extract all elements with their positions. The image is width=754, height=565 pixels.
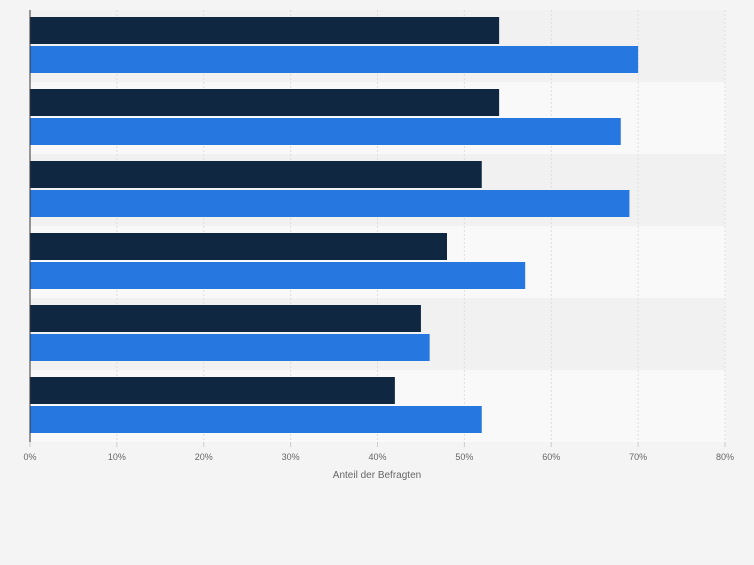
- x-tick-labels: 0% 10% 20% 30% 40% 50% 60% 70% 80%: [23, 452, 734, 462]
- bar-series-2: [30, 46, 639, 73]
- x-tick-label: 0%: [23, 452, 36, 462]
- x-tick-label: 20%: [195, 452, 213, 462]
- gridlines: [29, 10, 726, 447]
- bar-series-1: [30, 305, 421, 332]
- bar-series-2: [30, 118, 621, 145]
- bar-series-2: [30, 334, 430, 361]
- bar-series-2: [30, 406, 482, 433]
- x-tick-label: 40%: [368, 452, 386, 462]
- bar-series-1: [30, 161, 482, 188]
- bar-series-2: [30, 262, 526, 289]
- bar-series-2: [30, 190, 630, 217]
- x-tick-label: 70%: [629, 452, 647, 462]
- x-tick-label: 10%: [108, 452, 126, 462]
- bar-series-1: [30, 377, 395, 404]
- bar-series-1: [30, 233, 447, 260]
- bars: [30, 17, 639, 433]
- x-axis-label: Anteil der Befragten: [333, 470, 421, 481]
- x-tick-label: 50%: [455, 452, 473, 462]
- x-tick-label: 60%: [542, 452, 560, 462]
- bar-series-1: [30, 17, 500, 44]
- bar-series-1: [30, 89, 500, 116]
- x-tick-label: 80%: [716, 452, 734, 462]
- x-tick-label: 30%: [282, 452, 300, 462]
